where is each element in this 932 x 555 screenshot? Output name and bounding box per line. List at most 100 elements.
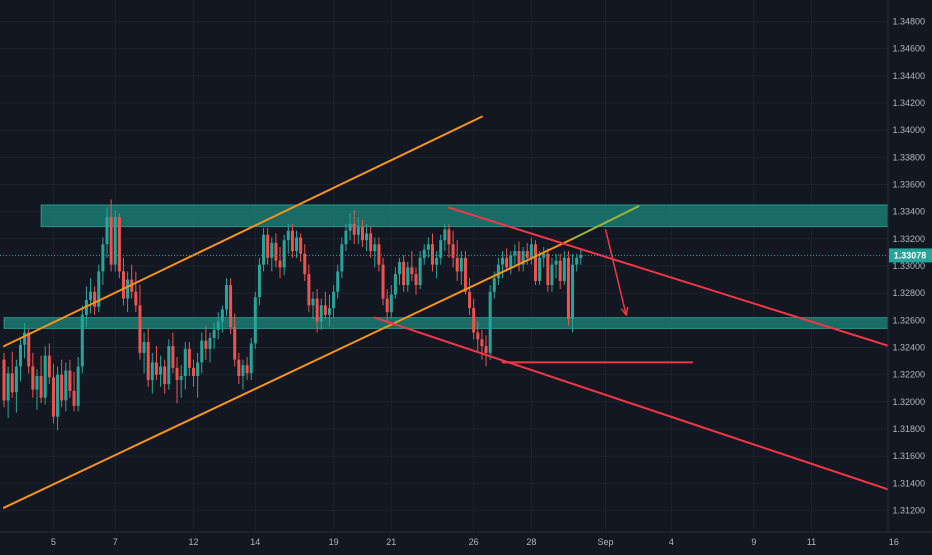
candle-body[interactable]: [311, 298, 315, 306]
candle-body[interactable]: [562, 257, 566, 281]
candle-body[interactable]: [340, 244, 344, 272]
candle-body[interactable]: [488, 291, 492, 353]
candle-body[interactable]: [241, 365, 245, 376]
candle-body[interactable]: [360, 226, 364, 241]
candle-body[interactable]: [35, 375, 39, 390]
candle-body[interactable]: [447, 229, 451, 245]
candle-body[interactable]: [463, 257, 467, 292]
candle-body[interactable]: [295, 237, 299, 252]
candle-body[interactable]: [558, 260, 562, 281]
olive-trendline[interactable]: [571, 205, 640, 240]
trendlines[interactable]: [0, 115, 900, 509]
candle-body[interactable]: [80, 314, 84, 367]
candle-body[interactable]: [200, 340, 204, 363]
candle-body[interactable]: [64, 370, 68, 401]
candle-body[interactable]: [365, 233, 369, 241]
candle-body[interactable]: [299, 237, 303, 254]
candle-body[interactable]: [509, 255, 513, 268]
candle-body[interactable]: [344, 230, 348, 245]
candle-body[interactable]: [525, 251, 529, 258]
candle-body[interactable]: [31, 366, 35, 390]
orange-trendline[interactable]: [3, 237, 574, 509]
candle-body[interactable]: [175, 367, 179, 381]
candle-body[interactable]: [220, 309, 224, 322]
candle-body[interactable]: [101, 244, 105, 272]
candle-body[interactable]: [402, 261, 406, 286]
candle-body[interactable]: [93, 291, 97, 307]
candle-body[interactable]: [356, 226, 360, 235]
candle-body[interactable]: [266, 234, 270, 258]
candle-body[interactable]: [393, 274, 397, 295]
candle-body[interactable]: [245, 365, 249, 374]
candle-body[interactable]: [575, 257, 579, 265]
candle-body[interactable]: [187, 348, 191, 368]
candle-body[interactable]: [192, 367, 196, 376]
candle-body[interactable]: [126, 279, 130, 299]
red-trendline[interactable]: [447, 206, 900, 350]
candle-body[interactable]: [550, 264, 554, 286]
time-axis[interactable]: 5 7 12 14 19 21 26 28 Sep 4 9 11 16: [51, 537, 899, 547]
candle-body[interactable]: [381, 264, 385, 299]
time-axis-panel[interactable]: [0, 532, 932, 550]
candle-body[interactable]: [257, 264, 261, 298]
candle-body[interactable]: [323, 305, 327, 315]
candle-body[interactable]: [109, 217, 113, 265]
candle-body[interactable]: [546, 253, 550, 286]
candle-body[interactable]: [237, 359, 241, 376]
candle-body[interactable]: [278, 260, 282, 268]
candle-body[interactable]: [505, 257, 509, 268]
candle-body[interactable]: [76, 366, 80, 406]
candle-body[interactable]: [159, 366, 163, 375]
candle-body[interactable]: [138, 305, 142, 353]
candle-body[interactable]: [426, 244, 430, 250]
candle-body[interactable]: [369, 233, 373, 252]
candle-body[interactable]: [538, 257, 542, 281]
candle-body[interactable]: [377, 244, 381, 265]
candle-body[interactable]: [451, 244, 455, 258]
candle-body[interactable]: [270, 242, 274, 258]
candle-body[interactable]: [430, 244, 434, 265]
candle-body[interactable]: [39, 375, 43, 398]
candle-body[interactable]: [484, 346, 488, 353]
candle-body[interactable]: [492, 278, 496, 292]
candle-body[interactable]: [117, 217, 121, 272]
candle-body[interactable]: [307, 274, 311, 306]
price-axis-panel[interactable]: [888, 0, 932, 532]
candle-body[interactable]: [212, 329, 216, 338]
candle-body[interactable]: [410, 267, 414, 275]
candle-body[interactable]: [529, 244, 533, 258]
candle-body[interactable]: [385, 298, 389, 313]
candle-body[interactable]: [398, 261, 402, 275]
candle-body[interactable]: [233, 327, 237, 360]
candle-body[interactable]: [315, 298, 319, 322]
candle-body[interactable]: [554, 260, 558, 265]
candle-body[interactable]: [286, 230, 290, 241]
candle-body[interactable]: [517, 251, 521, 265]
candle-body[interactable]: [183, 348, 187, 376]
candle-body[interactable]: [142, 342, 146, 353]
candle-body[interactable]: [521, 251, 525, 265]
candle-body[interactable]: [290, 230, 294, 252]
candle-body[interactable]: [2, 359, 6, 401]
candle-body[interactable]: [204, 340, 208, 349]
candle-body[interactable]: [418, 257, 422, 286]
candle-body[interactable]: [146, 342, 150, 381]
candle-body[interactable]: [352, 223, 356, 235]
candle-body[interactable]: [406, 267, 410, 286]
candle-body[interactable]: [72, 390, 76, 406]
candle-body[interactable]: [262, 234, 266, 265]
candle-body[interactable]: [422, 249, 426, 258]
candle-body[interactable]: [196, 362, 200, 376]
candle-body[interactable]: [105, 217, 109, 245]
candle-body[interactable]: [56, 374, 60, 417]
candle-body[interactable]: [501, 257, 505, 265]
candle-body[interactable]: [459, 257, 463, 272]
candle-body[interactable]: [229, 285, 233, 328]
candle-body[interactable]: [373, 244, 377, 252]
candle-body[interactable]: [23, 332, 27, 345]
candle-body[interactable]: [10, 373, 14, 393]
candle-body[interactable]: [496, 264, 500, 279]
candle-body[interactable]: [274, 242, 278, 261]
